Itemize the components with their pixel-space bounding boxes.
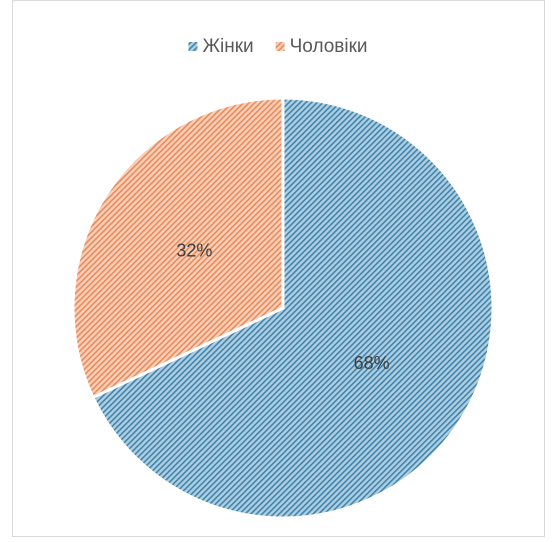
data-label: 68% [354, 353, 390, 373]
legend-swatch [188, 42, 198, 51]
pie-slice [90, 96, 495, 520]
legend-swatch [275, 42, 285, 51]
data-label: 32% [176, 240, 212, 260]
legend-label: Жінки [202, 36, 253, 57]
pie-slice [71, 96, 285, 400]
legend-label: Чоловіки [290, 36, 368, 57]
